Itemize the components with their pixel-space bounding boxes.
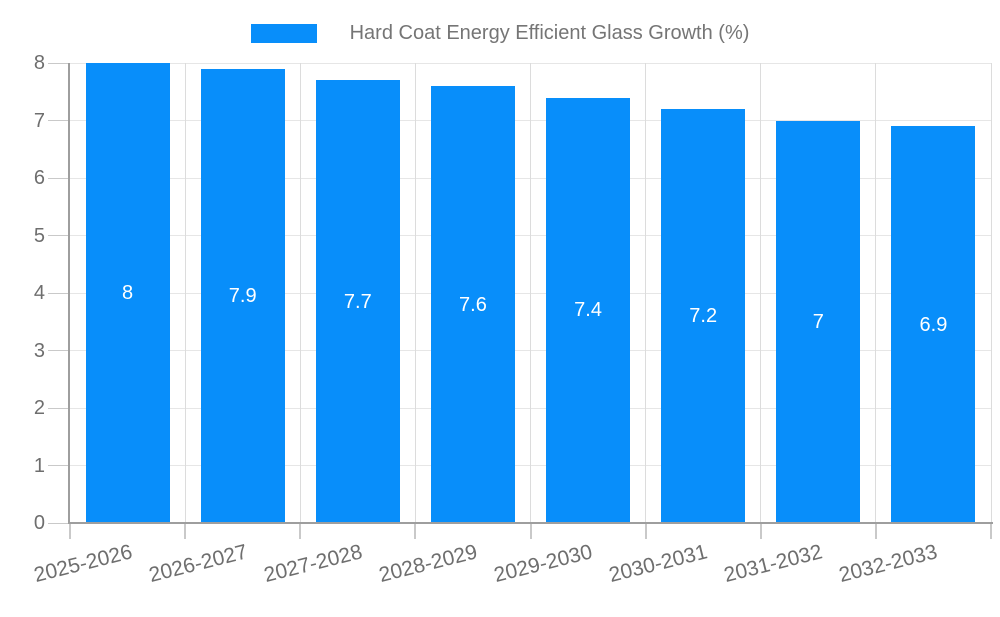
gridline-v [875, 63, 877, 523]
y-tick-mark [48, 407, 70, 409]
y-tick-label: 7 [33, 109, 45, 132]
x-tick-mark [759, 523, 762, 539]
y-tick-mark [48, 62, 70, 64]
bar[interactable] [661, 109, 746, 523]
y-tick-mark [48, 120, 70, 121]
y-tick-label: 3 [33, 339, 45, 362]
bar-value-label: 7.9 [228, 284, 257, 307]
bar[interactable] [85, 63, 170, 523]
y-axis-line [68, 63, 70, 523]
bar-value-label: 7 [812, 310, 824, 333]
gridline-v [990, 63, 992, 523]
x-tick-mark [990, 523, 992, 539]
gridline-v [645, 63, 647, 523]
y-tick-mark [48, 350, 70, 351]
x-axis-line [68, 522, 993, 524]
bar[interactable] [200, 68, 285, 523]
legend-label: Hard Coat Energy Efficient Glass Growth … [349, 22, 750, 44]
y-tick-label: 6 [33, 167, 45, 189]
gridline-v [530, 63, 531, 523]
bar-value-label: 6.9 [919, 313, 948, 336]
y-tick-mark [48, 177, 70, 179]
x-tick-mark [644, 523, 647, 539]
bar-value-label: 7.2 [689, 305, 718, 327]
bar[interactable] [776, 120, 861, 523]
y-tick-mark [48, 235, 70, 236]
bar-chart: Hard Coat Energy Efficient Glass Growth … [0, 22, 1000, 587]
x-tick-mark [299, 523, 302, 539]
bar-value-label: 7.6 [459, 293, 487, 316]
x-tick-mark [184, 523, 187, 539]
x-tick-mark [529, 523, 532, 539]
y-tick-mark [48, 292, 70, 294]
y-tick-label: 5 [33, 224, 45, 247]
bar[interactable] [546, 97, 631, 523]
gridline-v [414, 63, 416, 523]
bar[interactable] [891, 126, 976, 523]
bar[interactable] [315, 80, 400, 523]
legend-swatch-icon [250, 24, 317, 43]
x-tick-mark [414, 523, 417, 539]
gridline-v [760, 63, 762, 523]
y-tick-label: 2 [33, 397, 45, 419]
bar-value-label: 8 [122, 282, 134, 304]
gridline-v [184, 63, 186, 523]
y-tick-label: 0 [33, 512, 45, 534]
y-tick-label: 8 [33, 52, 45, 74]
bar[interactable] [430, 86, 515, 523]
chart-legend: Hard Coat Energy Efficient Glass Growth … [0, 22, 1000, 45]
y-tick-mark [48, 465, 70, 466]
y-tick-mark [48, 522, 70, 524]
bar-value-label: 7.4 [574, 299, 602, 322]
plot-area: 0 1 2 3 4 5 6 7 8 8 2025-2026 7.9 2026-2027 7.7 2027-2… [31, 52, 993, 587]
x-tick-mark [69, 523, 71, 539]
x-tick-mark [874, 523, 877, 539]
y-tick-label: 4 [33, 282, 45, 304]
y-tick-label: 1 [33, 454, 45, 477]
gridline-v [299, 63, 301, 523]
bar-value-label: 7.7 [343, 290, 372, 313]
